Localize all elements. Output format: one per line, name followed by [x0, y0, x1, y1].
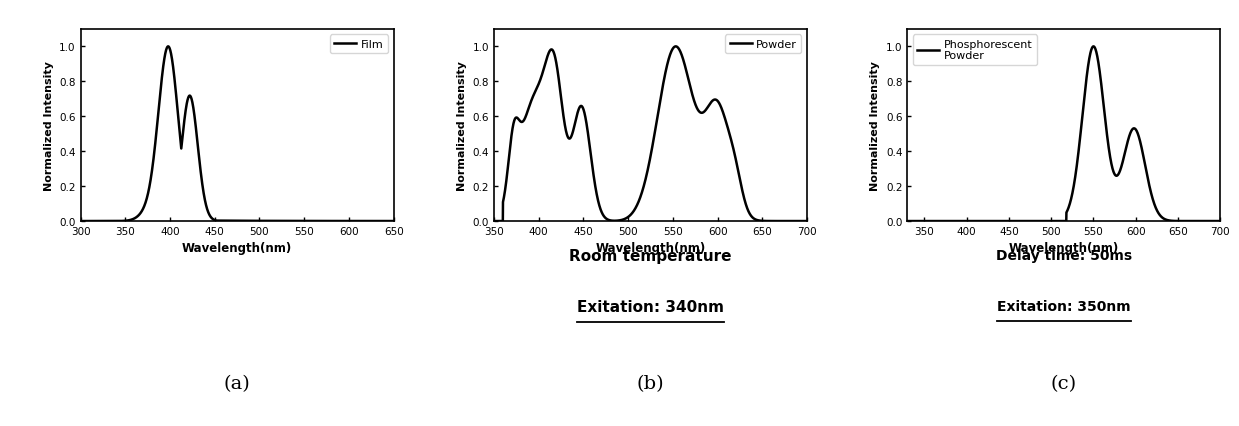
X-axis label: Wavelength(nm): Wavelength(nm) [1009, 242, 1119, 255]
Y-axis label: Normalized Intensity: Normalized Intensity [43, 61, 53, 190]
Text: Exitation: 340nm: Exitation: 340nm [577, 299, 724, 314]
Text: Exitation: 350nm: Exitation: 350nm [997, 300, 1131, 314]
Text: (c): (c) [1051, 374, 1077, 392]
Text: (b): (b) [637, 374, 664, 392]
Y-axis label: Normalized Intensity: Normalized Intensity [457, 61, 467, 190]
X-axis label: Wavelength(nm): Wavelength(nm) [596, 242, 705, 255]
Text: (a): (a) [224, 374, 250, 392]
Text: Delay time: 50ms: Delay time: 50ms [996, 249, 1132, 262]
Text: Room temperature: Room temperature [569, 248, 732, 263]
Legend: Film: Film [330, 35, 388, 54]
X-axis label: Wavelength(nm): Wavelength(nm) [182, 242, 292, 255]
Y-axis label: Normalized Intensity: Normalized Intensity [870, 61, 881, 190]
Legend: Phosphorescent
Powder: Phosphorescent Powder [913, 35, 1037, 66]
Legend: Powder: Powder [725, 35, 802, 54]
